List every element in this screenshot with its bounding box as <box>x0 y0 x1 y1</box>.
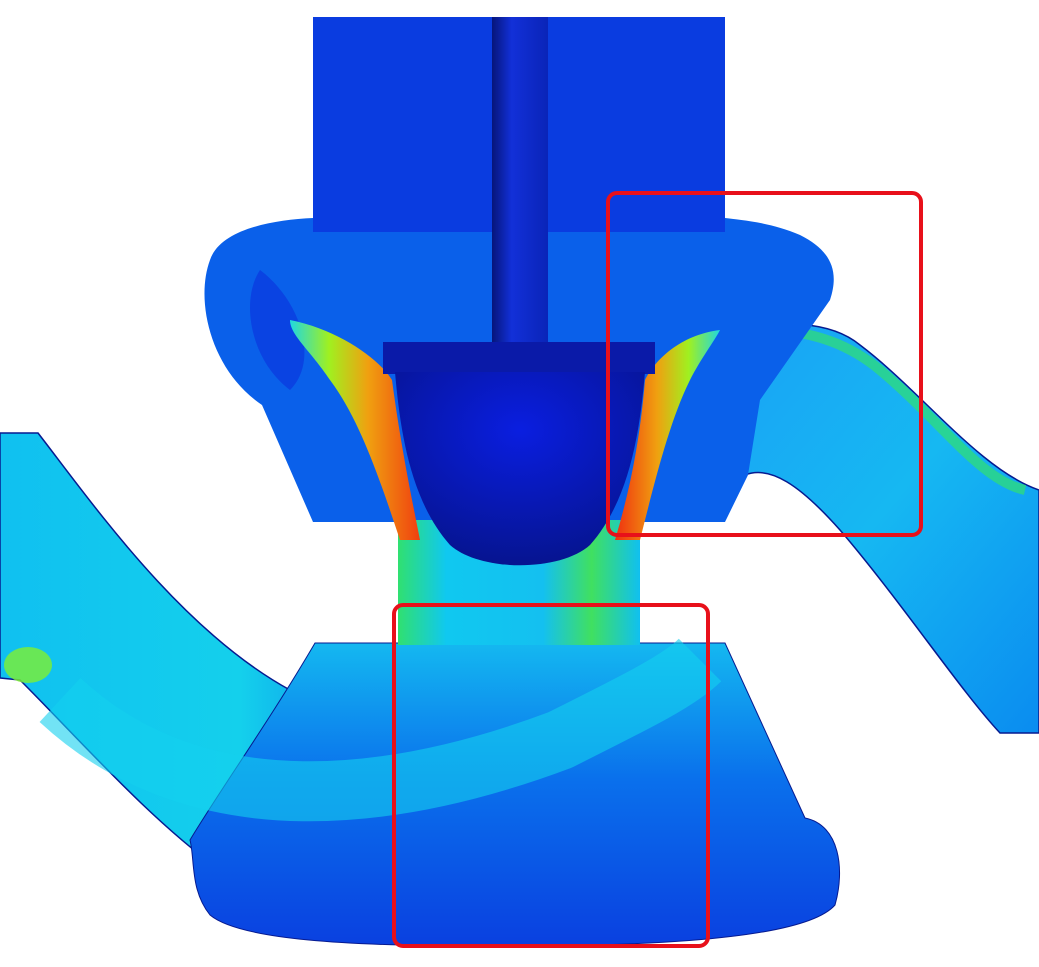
highlight-box-throat <box>392 603 710 948</box>
plug-cap <box>383 342 655 374</box>
valve-plug <box>395 372 645 566</box>
valve-stem <box>492 17 548 347</box>
inlet-hotspot <box>4 647 52 683</box>
left-seat-jet <box>290 320 420 540</box>
right-seat-jet <box>615 330 720 540</box>
outlet-pipe <box>699 323 1039 734</box>
upper-body-left-vortex <box>250 270 305 390</box>
lower-body <box>189 642 841 947</box>
lower-flow-band <box>39 638 722 822</box>
highlight-box-outlet-seat <box>606 191 923 537</box>
